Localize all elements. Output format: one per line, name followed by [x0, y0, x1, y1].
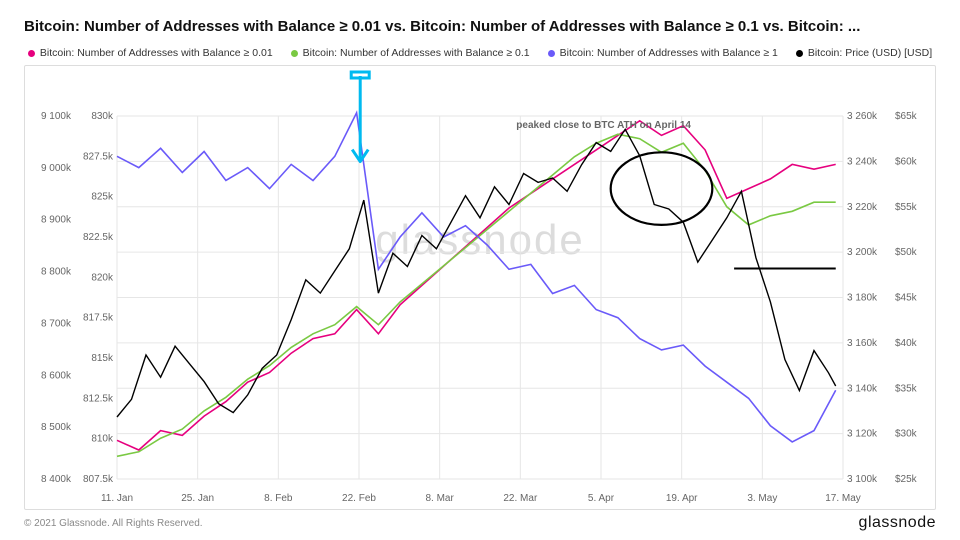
svg-text:807.5k: 807.5k: [83, 474, 114, 485]
svg-text:810k: 810k: [91, 434, 114, 445]
line-chart: 11. Jan 25. Jan 8. Feb 22. Feb 8. Mar 22. Mar…: [25, 66, 935, 509]
svg-text:8 700k: 8 700k: [41, 318, 72, 329]
legend-item: Bitcoin: Number of Addresses with Balanc…: [548, 47, 778, 59]
brand-text: glassnode: [859, 514, 936, 532]
svg-text:3 180k: 3 180k: [847, 293, 878, 304]
svg-text:822.5k: 822.5k: [83, 232, 114, 243]
series-addr_001: [117, 121, 836, 450]
svg-text:25. Jan: 25. Jan: [181, 493, 214, 504]
peak-label: peaked close to BTC ATH on April 14: [516, 120, 691, 131]
svg-text:8 400k: 8 400k: [41, 474, 72, 485]
legend-label: Bitcoin: Number of Addresses with Balanc…: [40, 47, 273, 59]
svg-text:825k: 825k: [91, 192, 114, 203]
svg-text:9 100k: 9 100k: [41, 111, 72, 122]
chart-area: glassnode 11. Jan25. Jan8. Feb22. Feb8. …: [24, 65, 936, 510]
svg-text:$30k: $30k: [895, 429, 918, 440]
legend-swatch: [28, 50, 35, 57]
svg-text:3 100k: 3 100k: [847, 474, 878, 485]
svg-text:830k: 830k: [91, 111, 114, 122]
svg-text:8. Mar: 8. Mar: [425, 493, 454, 504]
svg-text:8 500k: 8 500k: [41, 422, 72, 433]
series-addr_1: [117, 113, 836, 442]
svg-text:3 240k: 3 240k: [847, 156, 878, 167]
svg-text:5. Apr: 5. Apr: [588, 493, 615, 504]
svg-text:$55k: $55k: [895, 202, 918, 213]
svg-text:8 900k: 8 900k: [41, 215, 72, 226]
svg-text:3 200k: 3 200k: [847, 247, 878, 258]
svg-text:22. Feb: 22. Feb: [342, 493, 376, 504]
legend-label: Bitcoin: Price (USD) [USD]: [808, 47, 932, 59]
svg-text:820k: 820k: [91, 272, 114, 283]
legend-label: Bitcoin: Number of Addresses with Balanc…: [560, 47, 778, 59]
svg-text:3 160k: 3 160k: [847, 338, 878, 349]
svg-text:8 600k: 8 600k: [41, 370, 72, 381]
svg-text:8. Feb: 8. Feb: [264, 493, 293, 504]
footer: © 2021 Glassnode. All Rights Reserved. g…: [24, 514, 936, 532]
legend-item: Bitcoin: Number of Addresses with Balanc…: [291, 47, 530, 59]
legend-swatch: [291, 50, 298, 57]
series-price: [117, 129, 836, 417]
svg-text:$25k: $25k: [895, 474, 918, 485]
svg-text:22. Mar: 22. Mar: [503, 493, 538, 504]
svg-text:3 220k: 3 220k: [847, 202, 878, 213]
svg-text:$65k: $65k: [895, 111, 918, 122]
peak-circle: [611, 152, 713, 225]
legend: Bitcoin: Number of Addresses with Balanc…: [24, 47, 936, 59]
copyright-text: © 2021 Glassnode. All Rights Reserved.: [24, 518, 203, 529]
svg-text:$35k: $35k: [895, 383, 918, 394]
svg-text:$40k: $40k: [895, 338, 918, 349]
svg-text:$60k: $60k: [895, 156, 918, 167]
svg-text:8 800k: 8 800k: [41, 267, 72, 278]
svg-text:3 260k: 3 260k: [847, 111, 878, 122]
svg-text:11. Jan: 11. Jan: [101, 493, 133, 504]
svg-text:3 120k: 3 120k: [847, 429, 878, 440]
svg-text:3 140k: 3 140k: [847, 383, 878, 394]
legend-swatch: [796, 50, 803, 57]
svg-text:9 000k: 9 000k: [41, 163, 72, 174]
legend-item: Bitcoin: Price (USD) [USD]: [796, 47, 932, 59]
svg-text:17. May: 17. May: [825, 493, 861, 504]
svg-text:$50k: $50k: [895, 247, 918, 258]
svg-text:$45k: $45k: [895, 293, 918, 304]
legend-item: Bitcoin: Number of Addresses with Balanc…: [28, 47, 273, 59]
page-title: Bitcoin: Number of Addresses with Balanc…: [24, 18, 936, 35]
svg-text:3. May: 3. May: [747, 493, 777, 504]
svg-text:815k: 815k: [91, 353, 114, 364]
legend-label: Bitcoin: Number of Addresses with Balanc…: [303, 47, 530, 59]
legend-swatch: [548, 50, 555, 57]
svg-text:817.5k: 817.5k: [83, 313, 114, 324]
svg-text:19. Apr: 19. Apr: [666, 493, 698, 504]
svg-text:827.5k: 827.5k: [83, 151, 114, 162]
svg-text:812.5k: 812.5k: [83, 393, 114, 404]
